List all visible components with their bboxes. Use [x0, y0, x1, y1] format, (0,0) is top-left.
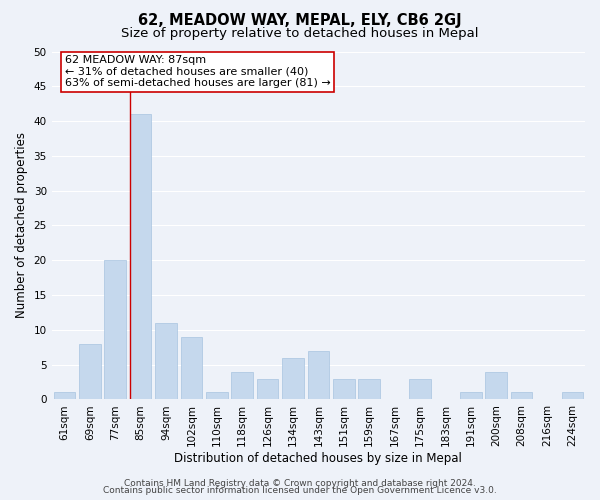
Bar	[104, 260, 126, 400]
Text: 62, MEADOW WAY, MEPAL, ELY, CB6 2GJ: 62, MEADOW WAY, MEPAL, ELY, CB6 2GJ	[138, 12, 462, 28]
Bar	[53, 392, 75, 400]
X-axis label: Distribution of detached houses by size in Mepal: Distribution of detached houses by size …	[175, 452, 462, 465]
Bar	[206, 392, 227, 400]
Bar	[333, 378, 355, 400]
Bar	[485, 372, 507, 400]
Text: Contains HM Land Registry data © Crown copyright and database right 2024.: Contains HM Land Registry data © Crown c…	[124, 478, 476, 488]
Bar	[155, 323, 177, 400]
Bar	[282, 358, 304, 400]
Bar	[562, 392, 583, 400]
Bar	[511, 392, 532, 400]
Text: Size of property relative to detached houses in Mepal: Size of property relative to detached ho…	[121, 28, 479, 40]
Bar	[130, 114, 151, 400]
Y-axis label: Number of detached properties: Number of detached properties	[15, 132, 28, 318]
Bar	[79, 344, 101, 400]
Bar	[181, 337, 202, 400]
Bar	[460, 392, 482, 400]
Bar	[232, 372, 253, 400]
Bar	[409, 378, 431, 400]
Bar	[308, 350, 329, 400]
Bar	[257, 378, 278, 400]
Bar	[358, 378, 380, 400]
Text: Contains public sector information licensed under the Open Government Licence v3: Contains public sector information licen…	[103, 486, 497, 495]
Text: 62 MEADOW WAY: 87sqm
← 31% of detached houses are smaller (40)
63% of semi-detac: 62 MEADOW WAY: 87sqm ← 31% of detached h…	[65, 55, 331, 88]
